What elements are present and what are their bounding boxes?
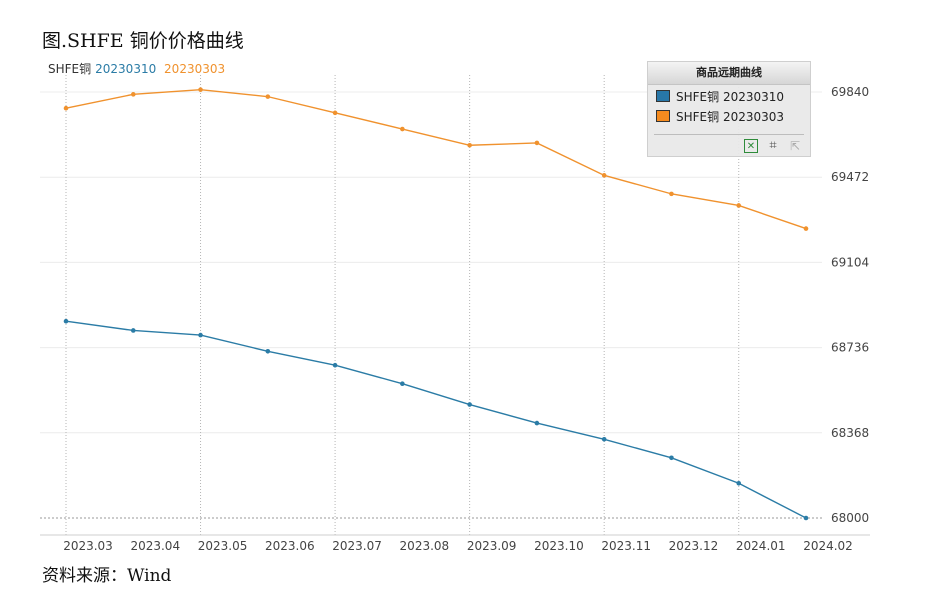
data-point-series-1 <box>63 318 69 324</box>
source-note: 资料来源：Wind <box>42 566 172 586</box>
x-tick-label: 2024.02 <box>803 539 853 553</box>
data-point-series-2 <box>265 94 271 99</box>
data-point-series-1 <box>332 362 338 368</box>
legend-label-20230310: SHFE铜 20230310 <box>676 89 785 104</box>
y-tick-label: 68000 <box>831 511 869 525</box>
data-point-series-2 <box>400 126 405 132</box>
y-tick-label: 68736 <box>831 341 869 355</box>
axis-layer: 68000 68368 68736 69104 69472 69840 2023.03 202… <box>40 85 870 553</box>
data-point-series-2 <box>534 140 540 146</box>
data-point-series-2 <box>130 92 136 97</box>
data-point-series-1 <box>467 402 472 407</box>
data-point-series-1 <box>669 455 674 461</box>
data-point-series-1 <box>400 381 405 387</box>
data-point-series-1 <box>803 515 809 521</box>
figure-title: 图.SHFE 铜价价格曲线 <box>42 30 244 52</box>
header-legend: SHFE铜 20230310 20230303 <box>48 60 229 77</box>
legend-swatch-20230303 <box>656 110 670 122</box>
x-tick-label: 2024.01 <box>736 539 786 553</box>
x-tick-label: 2023.12 <box>669 539 719 553</box>
data-point-series-2 <box>198 87 203 92</box>
expand-icon[interactable]: ⇱ <box>789 139 801 153</box>
header-legend-series-1: 20230310 <box>95 62 157 76</box>
x-tick-label: 2023.04 <box>130 539 180 553</box>
y-tick-label: 68368 <box>831 426 869 440</box>
legend-item-20230310[interactable]: SHFE铜 20230310 <box>656 87 810 105</box>
legend-label-20230303: SHFE铜 20230303 <box>676 109 785 124</box>
data-point-series-1 <box>601 436 607 442</box>
series-line-1 <box>65 320 807 519</box>
data-point-series-2 <box>736 203 742 208</box>
data-point-series-2 <box>467 142 472 148</box>
data-point-series-2 <box>803 226 809 231</box>
y-tick-label: 69104 <box>831 255 869 269</box>
x-tick-label: 2023.06 <box>265 539 315 553</box>
crop-icon[interactable]: ⌗ <box>769 138 777 153</box>
legend-item-20230303[interactable]: SHFE铜 20230303 <box>656 107 810 125</box>
legend-panel[interactable]: 商品远期曲线 SHFE铜 20230310 SHFE铜 20230303 ✕ ⌗… <box>647 61 811 157</box>
series-layer <box>63 87 809 521</box>
data-point-series-2 <box>63 105 69 111</box>
data-point-series-2 <box>332 110 338 116</box>
x-tick-label: 2023.10 <box>534 539 584 553</box>
data-point-series-1 <box>534 420 540 426</box>
data-point-series-2 <box>601 173 607 178</box>
series-line-2 <box>65 88 807 230</box>
data-point-series-2 <box>669 191 674 197</box>
x-tick-label: 2023.07 <box>332 539 382 553</box>
legend-toolbar: ✕ ⌗ ⇱ <box>654 134 804 153</box>
x-tick-label: 2023.08 <box>400 539 450 553</box>
excel-export-icon[interactable]: ✕ <box>744 139 758 153</box>
data-point-series-1 <box>198 332 203 338</box>
data-point-series-1 <box>736 480 742 486</box>
header-legend-prefix: SHFE铜 <box>48 62 92 76</box>
header-legend-series-2: 20230303 <box>164 62 226 76</box>
legend-swatch-20230310 <box>656 90 670 102</box>
y-tick-label: 69472 <box>831 170 869 184</box>
x-tick-label: 2023.03 <box>63 539 113 553</box>
data-point-series-1 <box>130 328 136 333</box>
x-tick-label: 2023.11 <box>601 539 651 553</box>
y-tick-label: 69840 <box>831 85 869 99</box>
x-tick-label: 2023.05 <box>198 539 248 553</box>
x-tick-label: 2023.09 <box>467 539 517 553</box>
data-point-series-1 <box>265 349 271 354</box>
legend-panel-title: 商品远期曲线 <box>648 62 810 85</box>
